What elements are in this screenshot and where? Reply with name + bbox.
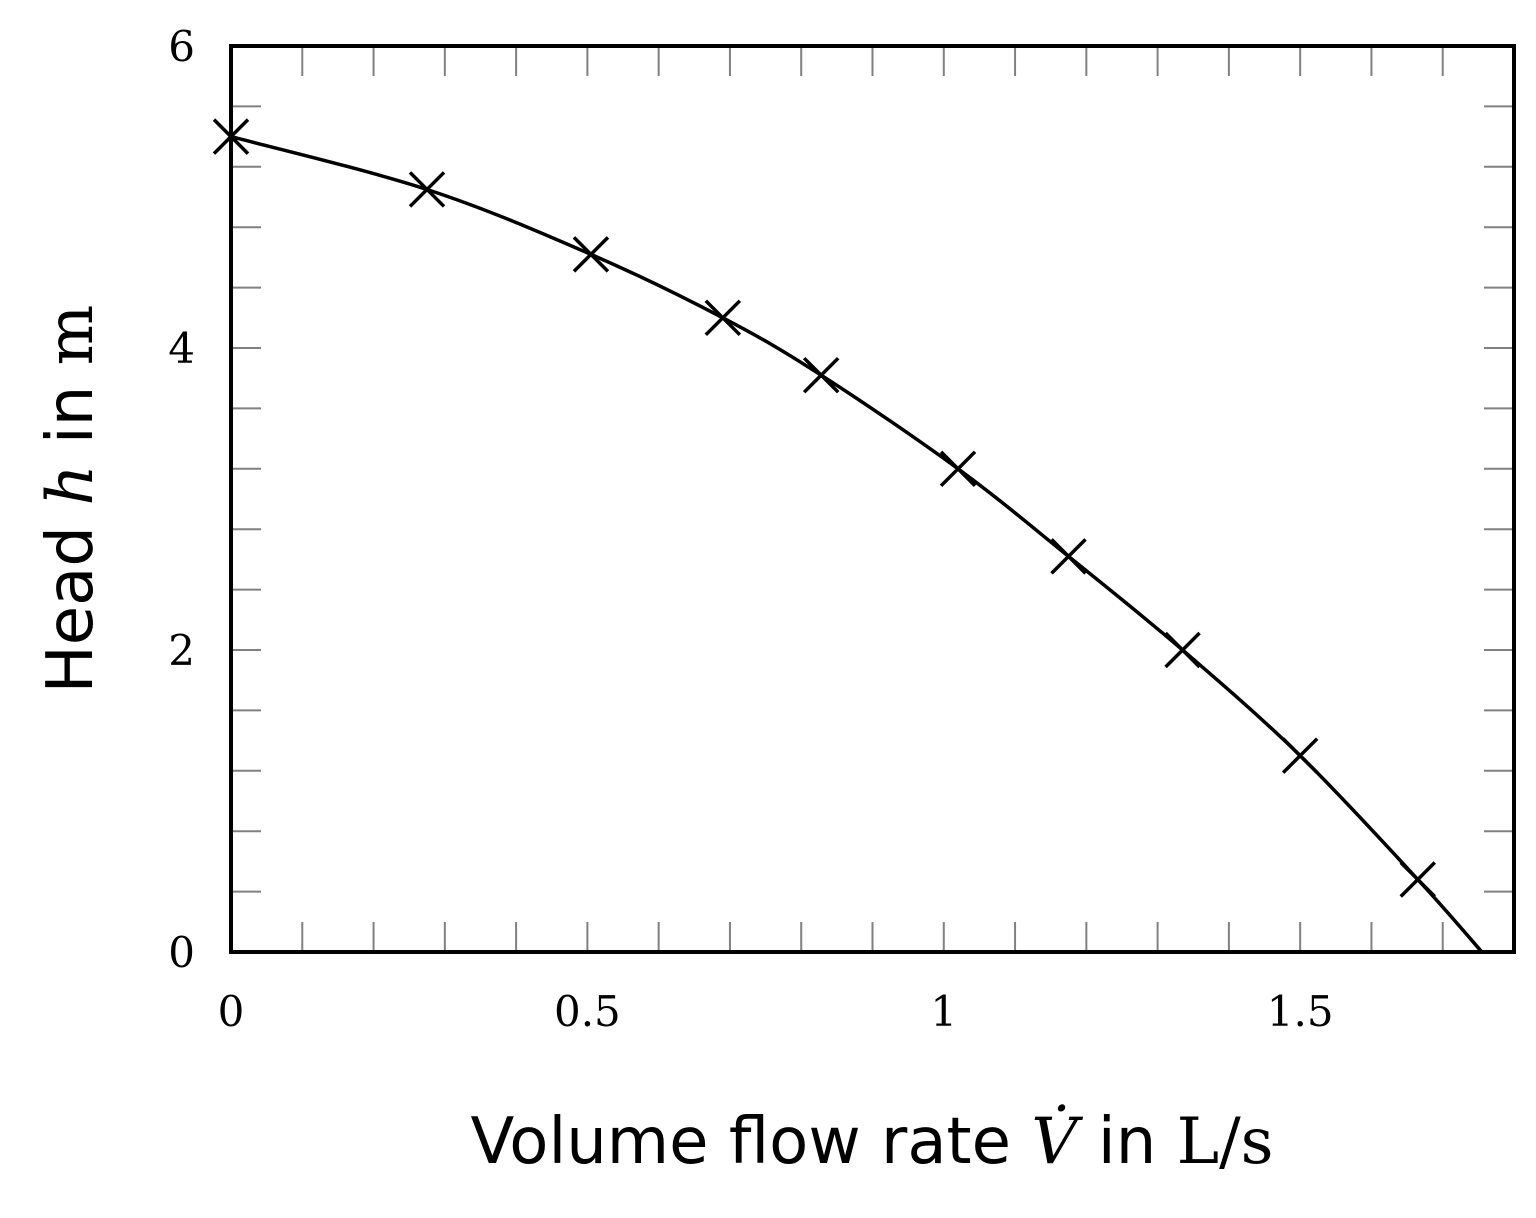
x-tick-label: 1 xyxy=(930,987,957,1036)
y-tick-label: 2 xyxy=(168,626,195,675)
data-point-cross xyxy=(1281,737,1319,774)
plot-frame xyxy=(229,44,1516,954)
data-point-cross xyxy=(572,236,610,273)
data-point-cross xyxy=(802,356,840,394)
x-tick-label: 0.5 xyxy=(554,987,621,1036)
y-tick-labels: 0 2 4 6 xyxy=(168,22,195,977)
data-point-cross xyxy=(1399,861,1437,898)
x-tick-label: 0 xyxy=(218,987,245,1036)
minor-ticks xyxy=(230,45,1515,953)
fit-curve xyxy=(230,134,1484,954)
data-point-cross xyxy=(1164,631,1201,669)
y-axis-label: Head h in m xyxy=(34,305,108,694)
y-tick-label: 6 xyxy=(168,22,195,71)
data-point-cross xyxy=(704,299,742,337)
y-tick-label: 4 xyxy=(168,324,195,373)
data-markers xyxy=(212,118,1437,898)
y-tick-label: 0 xyxy=(168,928,195,977)
x-axis-label: Volume flow rate V̇ in L/s xyxy=(470,1103,1273,1179)
x-tick-labels: 0 0.5 1 1.5 xyxy=(218,987,1334,1036)
data-point-cross xyxy=(1050,538,1087,575)
data-point-cross xyxy=(408,171,446,208)
x-tick-label: 1.5 xyxy=(1267,987,1334,1036)
data-point-cross xyxy=(939,450,977,488)
